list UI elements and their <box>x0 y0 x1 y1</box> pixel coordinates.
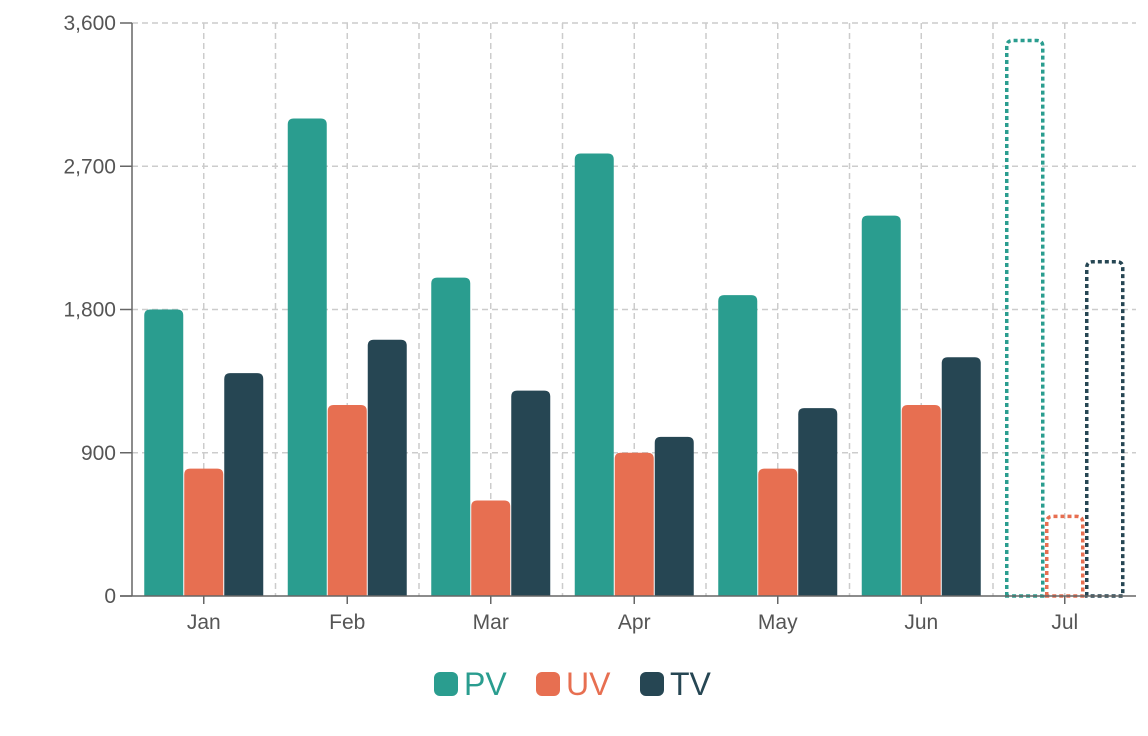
legend: PV UV TV <box>434 666 712 702</box>
bar-uv-apr[interactable] <box>614 452 654 596</box>
bar-pv-may[interactable] <box>718 295 758 596</box>
legend-item-pv[interactable]: PV <box>434 666 507 702</box>
bar-uv-jun[interactable] <box>901 405 941 596</box>
x-tick-label: Jan <box>187 611 221 634</box>
bar-pv-jan[interactable] <box>144 309 184 597</box>
legend-swatch <box>536 672 560 696</box>
bar-uv-may[interactable] <box>758 468 798 596</box>
bar-pv-jun[interactable] <box>861 215 901 596</box>
bar-tv-jan[interactable] <box>224 373 264 596</box>
bar-tv-may[interactable] <box>798 408 838 596</box>
x-tick-label: Jul <box>1051 611 1078 634</box>
bar-tv-jun[interactable] <box>941 357 981 596</box>
bar-pv-apr[interactable] <box>574 153 614 596</box>
y-tick-label: 0 <box>104 585 116 608</box>
y-tick-label: 3,600 <box>63 12 116 35</box>
x-tick-label: Apr <box>618 611 651 634</box>
x-tick-label: Feb <box>329 611 365 634</box>
bar-tv-feb[interactable] <box>367 339 407 596</box>
legend-swatch <box>640 672 664 696</box>
legend-label: TV <box>670 666 712 702</box>
y-axis: 0 900 1,800 2,700 3,600 <box>63 12 133 608</box>
legend-swatch <box>434 672 458 696</box>
bar-uv-jan[interactable] <box>184 468 224 596</box>
bar-uv-feb[interactable] <box>327 405 367 596</box>
legend-label: PV <box>464 666 507 702</box>
x-axis: Jan Feb Mar Apr May Jun Jul <box>120 595 1136 634</box>
x-tick-label: Jun <box>904 611 938 634</box>
y-tick-label: 2,700 <box>63 155 116 178</box>
bar-tv-jul[interactable] <box>1085 260 1125 598</box>
bar-pv-mar[interactable] <box>431 277 471 596</box>
grid-lines <box>132 22 1136 596</box>
y-tick-label: 1,800 <box>63 299 116 322</box>
bar-tv-mar[interactable] <box>511 390 551 596</box>
bar-pv-jul[interactable] <box>1005 38 1045 598</box>
bar-uv-jul[interactable] <box>1045 514 1085 598</box>
legend-item-tv[interactable]: TV <box>640 666 712 702</box>
bars <box>144 38 1125 598</box>
legend-label: UV <box>566 666 611 702</box>
bar-pv-feb[interactable] <box>287 118 327 597</box>
y-tick-label: 900 <box>81 442 116 465</box>
x-tick-label: May <box>758 611 798 634</box>
bar-uv-mar[interactable] <box>471 500 511 597</box>
legend-item-uv[interactable]: UV <box>536 666 611 702</box>
x-tick-label: Mar <box>473 611 509 634</box>
bar-tv-apr[interactable] <box>654 436 694 596</box>
